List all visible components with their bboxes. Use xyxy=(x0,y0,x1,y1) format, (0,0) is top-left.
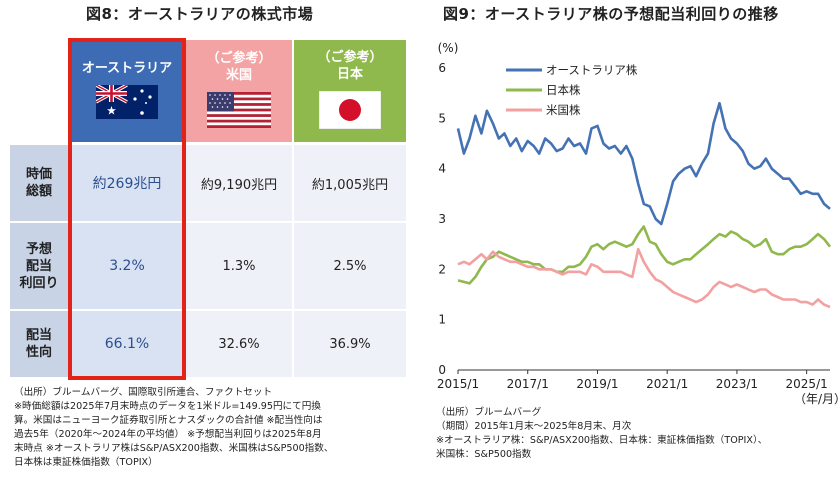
x-tick-label: 2019/1 xyxy=(576,377,618,391)
note-line: 日本株は東証株価指数（TOPIX） xyxy=(14,457,158,468)
table-cell: 36.9% xyxy=(294,311,406,377)
legend-label: オーストラリア株 xyxy=(546,63,638,77)
x-tick-label: 2017/1 xyxy=(507,377,549,391)
series-line-1 xyxy=(457,225,832,285)
row-label-line: 配当 xyxy=(25,328,52,343)
table-cell: 約1,005兆円 xyxy=(294,145,406,221)
note-line: 算。米国はニューヨーク証券取引所とナスダックの合計値 ※配当性向は xyxy=(14,415,323,426)
table-cell: 約269兆円 xyxy=(70,145,184,221)
column-header-sub: （ご参考） xyxy=(317,50,383,65)
table-cell: 3.2% xyxy=(70,223,184,309)
source-notes-right: （出所）ブルームバーグ （期間）2015年1月末～2025年8月末、月次 ※オー… xyxy=(436,406,836,462)
row-label-payout-ratio: 配当 性向 xyxy=(10,311,68,377)
table-cell: 2.5% xyxy=(294,223,406,309)
row-label-line: 時価 xyxy=(25,167,52,182)
australia-flag-icon xyxy=(95,82,158,123)
usa-flag-icon xyxy=(207,92,271,132)
row-label-dividend-yield: 予想 配当 利回り xyxy=(10,223,68,309)
column-header-label: 米国 xyxy=(225,68,252,83)
source-notes-left: （出所）ブルームバーグ、国際取引所連合、ファクトセット ※時価総額は2025年7… xyxy=(14,386,414,470)
legend-label: 米国株 xyxy=(546,103,581,117)
y-tick-label: 3 xyxy=(438,212,446,226)
row-label-line: 性向 xyxy=(25,345,52,360)
x-tick-label: 2023/1 xyxy=(716,377,758,391)
table-cell: 1.3% xyxy=(186,223,292,309)
chart-title: 図9：オーストラリア株の予想配当利回りの推移 xyxy=(443,5,779,23)
column-header-japan: （ご参考） 日本 xyxy=(294,40,406,142)
note-line: ※オーストラリア株：S&P/ASX200指数、日本株：東証株価指数（TOPIX）… xyxy=(436,435,768,446)
x-tick-label: 2021/1 xyxy=(646,377,688,391)
row-label-line: 配当 xyxy=(25,258,52,274)
row-label-line: 予想 xyxy=(25,241,52,257)
column-header-sub: （ご参考） xyxy=(206,51,272,66)
note-line: 米国株：S&P500指数 xyxy=(436,449,532,460)
legend-label: 日本株 xyxy=(546,83,581,97)
x-tick-label: 2025/1 xyxy=(786,377,828,391)
table-title: 図8：オーストラリアの株式市場 xyxy=(86,5,314,23)
table-cell: 32.6% xyxy=(186,311,292,377)
row-label-line: 利回り xyxy=(19,275,59,291)
note-line: （出所）ブルームバーグ、国際取引所連合、ファクトセット xyxy=(14,387,273,398)
y-tick-label: 6 xyxy=(438,61,446,75)
y-tick-label: 2 xyxy=(438,262,446,276)
x-axis-unit-label: （年/月） xyxy=(794,392,838,406)
note-line: 末時点 ※オーストラリア株はS&P/ASX200指数、米国株はS&P500指数、 xyxy=(14,443,334,454)
column-header-usa: （ご参考） 米国 xyxy=(186,40,292,142)
row-label-line: 総額 xyxy=(25,184,52,199)
table-cell: 66.1% xyxy=(70,311,184,377)
row-label-market-cap: 時価 総額 xyxy=(10,145,68,221)
y-axis-unit-label: (%) xyxy=(438,41,459,55)
series-line-2 xyxy=(457,247,831,309)
note-line: （出所）ブルームバーグ xyxy=(436,407,542,418)
series-line-0 xyxy=(456,101,831,226)
x-tick-label: 2015/1 xyxy=(437,377,479,391)
note-line: 過去5年（2020年～2024年の平均値） ※予想配当利回りは2025年8月 xyxy=(14,429,322,440)
japan-flag-icon xyxy=(318,90,382,133)
note-line: （期間）2015年1月末～2025年8月末、月次 xyxy=(436,421,632,432)
column-header-label: オーストラリア xyxy=(81,60,173,76)
y-tick-label: 1 xyxy=(438,313,446,327)
y-tick-label: 4 xyxy=(438,162,446,176)
y-tick-label: 5 xyxy=(438,111,446,125)
dividend-yield-chart: 0 1 2 3 4 5 6 (%) 2015/1 2017/1 2019/1 2021/1 2023/1… xyxy=(437,41,838,406)
note-line: ※時価総額は2025年7月末時点のデータを1米ドル=149.95円にて円換 xyxy=(14,401,321,412)
y-tick-label: 0 xyxy=(438,363,446,377)
column-header-australia: オーストラリア xyxy=(70,40,184,142)
australia-highlight-box xyxy=(68,38,186,380)
table-cell: 約9,190兆円 xyxy=(186,145,292,221)
column-header-label: 日本 xyxy=(336,67,363,82)
